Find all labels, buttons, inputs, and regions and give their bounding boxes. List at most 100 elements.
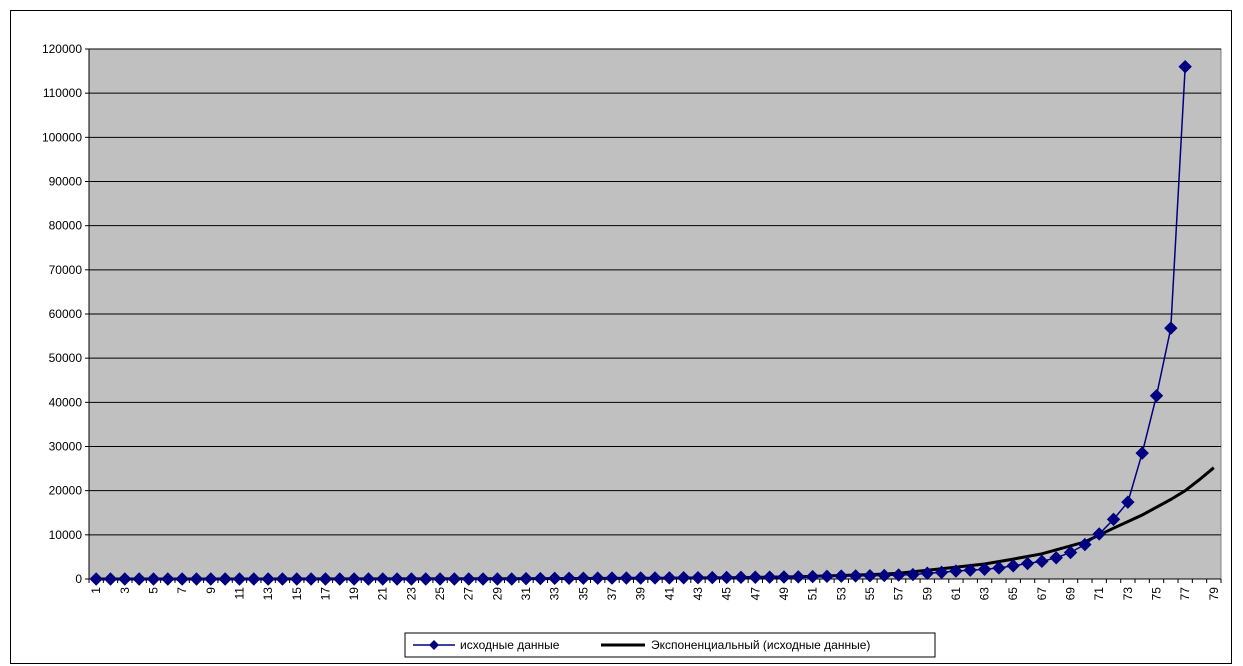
data-point xyxy=(490,572,505,586)
x-tick-label: 7 xyxy=(175,587,189,594)
x-tick-label: 61 xyxy=(949,587,963,601)
y-tick-label: 30000 xyxy=(49,440,83,454)
data-point xyxy=(333,572,347,586)
data-point xyxy=(676,571,691,585)
x-tick-label: 47 xyxy=(748,587,762,601)
data-point xyxy=(705,570,720,585)
data-point xyxy=(633,571,648,585)
x-tick-label: 55 xyxy=(863,587,877,601)
data-point xyxy=(103,572,118,586)
data-point xyxy=(877,568,891,583)
data-point xyxy=(347,572,361,586)
data-point xyxy=(247,572,261,586)
chart-frame: 0 10000 20000 30000 40000 50000 60000 70000 8000… xyxy=(10,10,1232,664)
data-point xyxy=(462,572,476,586)
x-tick-label: 11 xyxy=(232,587,246,600)
x-tick-label: 31 xyxy=(519,587,533,601)
data-point xyxy=(1078,537,1092,552)
data-point xyxy=(1178,59,1192,74)
data-point xyxy=(906,567,920,582)
x-tick-label: 17 xyxy=(318,587,332,601)
data-point xyxy=(304,572,318,586)
data-point xyxy=(1092,527,1106,541)
x-tick-label: 49 xyxy=(777,587,791,601)
data-point xyxy=(562,571,576,586)
data-point xyxy=(691,570,705,585)
data-point xyxy=(719,570,734,585)
data-point xyxy=(361,572,376,586)
data-point xyxy=(89,572,103,586)
data-point xyxy=(748,570,763,584)
data-point xyxy=(1149,389,1164,403)
legend-box xyxy=(404,632,936,658)
x-tick-label: 5 xyxy=(146,587,160,594)
grid-lines xyxy=(89,48,1221,536)
data-point xyxy=(476,572,490,586)
data-point xyxy=(648,571,662,585)
y-axis-ticks: 0 10000 20000 30000 40000 50000 60000 70000 8000… xyxy=(42,42,89,586)
x-tick-label: 23 xyxy=(404,587,418,601)
x-tick-label: 37 xyxy=(605,587,619,601)
x-tick-label: 71 xyxy=(1092,587,1106,601)
data-point xyxy=(848,569,863,583)
data-point xyxy=(1049,551,1063,565)
y-tick-label: 10000 xyxy=(49,528,83,542)
data-point xyxy=(992,561,1006,575)
x-tick-label: 19 xyxy=(347,587,361,601)
x-tick-label: 51 xyxy=(806,587,820,601)
x-tick-label: 35 xyxy=(576,587,590,601)
x-tick-label: 1 xyxy=(89,587,103,594)
data-point xyxy=(519,571,533,586)
data-point xyxy=(404,572,419,586)
data-point xyxy=(576,571,591,585)
x-tick-label: 59 xyxy=(920,587,934,601)
data-point xyxy=(1121,495,1135,509)
x-tick-label: 41 xyxy=(662,587,676,601)
y-tick-label: 80000 xyxy=(49,219,83,233)
y-tick-label: 0 xyxy=(75,572,82,586)
data-point xyxy=(1106,512,1121,527)
x-tick-label: 67 xyxy=(1035,587,1049,601)
x-tick-label: 13 xyxy=(261,587,275,601)
data-point xyxy=(662,571,677,585)
y-tick-label: 90000 xyxy=(49,175,83,189)
data-point xyxy=(1063,545,1078,560)
data-point xyxy=(863,568,877,583)
data-point xyxy=(433,572,447,586)
data-point xyxy=(175,572,189,586)
x-tick-label: 65 xyxy=(1006,587,1020,601)
data-point xyxy=(734,570,748,585)
x-tick-label: 69 xyxy=(1064,587,1078,601)
data-point xyxy=(762,570,777,584)
data-point xyxy=(834,569,848,583)
x-tick-label: 73 xyxy=(1121,587,1135,601)
data-point xyxy=(619,571,634,585)
legend: исходные данные Экспоненциальный (исходн… xyxy=(404,632,936,658)
x-tick-label: 29 xyxy=(490,587,504,601)
y-tick-label: 70000 xyxy=(49,263,83,277)
data-point xyxy=(934,565,949,580)
data-point xyxy=(820,569,834,584)
x-tick-label: 3 xyxy=(118,587,132,594)
data-point xyxy=(275,572,290,586)
legend-label-trend: Экспоненциальный (исходные данные) xyxy=(651,638,870,652)
x-tick-label: 75 xyxy=(1150,587,1164,601)
x-tick-label: 77 xyxy=(1178,587,1192,601)
y-tick-label: 50000 xyxy=(49,351,83,365)
x-tick-label: 9 xyxy=(204,587,218,594)
data-point xyxy=(920,566,934,580)
data-point xyxy=(590,571,605,585)
y-tick-label: 60000 xyxy=(49,307,83,321)
data-point xyxy=(777,570,791,584)
data-point xyxy=(1164,321,1178,335)
data-point xyxy=(605,571,619,585)
data-point xyxy=(261,572,275,586)
data-point xyxy=(1020,556,1035,571)
data-point xyxy=(318,572,333,586)
data-point xyxy=(419,572,433,586)
legend-marker-original xyxy=(429,640,439,650)
data-point xyxy=(232,572,247,586)
x-tick-label: 45 xyxy=(720,587,734,601)
data-point xyxy=(204,572,218,586)
x-axis-ticks: 1 3 5 7 9 11 13 15 17 19 21 23 25 27 29 31 33 35 37 39 41 43 4… xyxy=(88,579,1222,601)
